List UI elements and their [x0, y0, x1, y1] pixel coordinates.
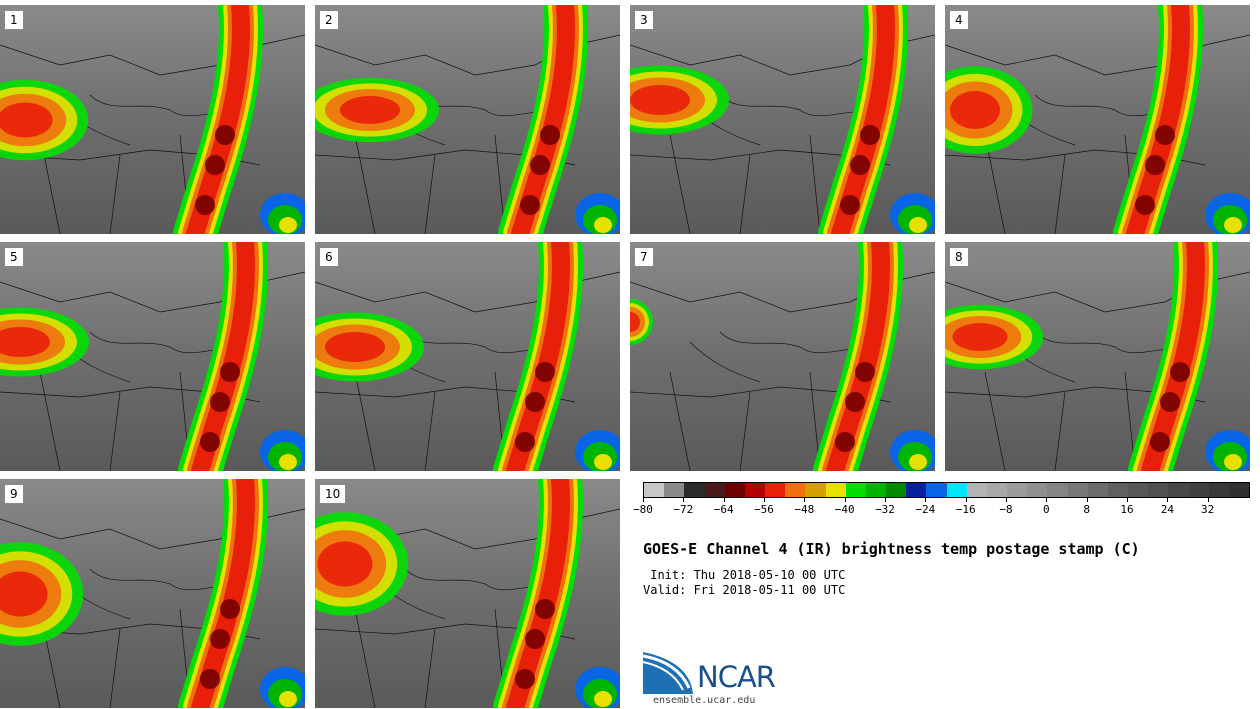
panel-member-4: 4 — [945, 5, 1250, 234]
colorbar-tick-label: −8 — [999, 503, 1013, 516]
colorbar-tick — [844, 497, 846, 502]
colorbar-segment — [1087, 483, 1108, 497]
colorbar-segment — [1027, 483, 1048, 497]
colorbar-tick — [925, 497, 927, 502]
colorbar-segment — [785, 483, 806, 497]
colorbar-tick — [1006, 497, 1007, 502]
colorbar-segment — [966, 483, 987, 497]
colorbar-segment — [886, 483, 907, 497]
colorbar-tick-label: −40 — [834, 503, 855, 516]
colorbar-tick — [1046, 497, 1048, 502]
panel-label: 1 — [4, 10, 24, 30]
colorbar-tick — [1086, 497, 1088, 502]
valid-time: Valid: Fri 2018-05-11 00 UTC — [643, 583, 846, 597]
panel-label: 9 — [4, 484, 24, 504]
colorbar-tick — [1167, 497, 1169, 502]
colorbar-segment — [684, 483, 705, 497]
ir-map-icon — [0, 479, 305, 708]
colorbar — [643, 482, 1250, 498]
colorbar-segment — [805, 483, 826, 497]
ir-map-icon — [0, 242, 305, 471]
colorbar-segment — [926, 483, 947, 497]
ir-map-icon — [315, 242, 620, 471]
colorbar-segment — [1067, 483, 1088, 497]
source-url: ensemble.ucar.edu — [653, 695, 756, 706]
colorbar-segment — [1007, 483, 1028, 497]
panel-label: 8 — [949, 247, 969, 267]
panel-label: 6 — [319, 247, 339, 267]
ncar-logo-icon — [643, 652, 693, 694]
ir-map-icon — [315, 479, 620, 708]
panel-member-5: 5 — [0, 242, 305, 471]
ir-map-icon — [630, 5, 935, 234]
colorbar-tick-label: −16 — [955, 503, 976, 516]
panel-label: 3 — [634, 10, 654, 30]
panel-label: 10 — [319, 484, 347, 504]
colorbar-tick-label: −72 — [673, 503, 694, 516]
colorbar-tick — [764, 497, 765, 502]
colorbar-tick-label: 32 — [1201, 503, 1215, 516]
panel-member-8: 8 — [945, 242, 1250, 471]
colorbar-segment — [1107, 483, 1129, 497]
panel-member-6: 6 — [315, 242, 620, 471]
colorbar-segment — [704, 483, 725, 497]
colorbar-tick-label: −24 — [915, 503, 936, 516]
colorbar-tick-label: −80 — [633, 503, 653, 516]
panel-label: 7 — [634, 247, 654, 267]
colorbar-ticks: −80 −72 −64 −56 −48 −40 −32 −24 −16 −8 0 8 16 24 32 — [633, 497, 1248, 517]
colorbar-segment — [1128, 483, 1149, 497]
panel-label: 5 — [4, 247, 24, 267]
colorbar-tick — [683, 497, 685, 502]
colorbar-tick — [804, 497, 806, 502]
colorbar-segment — [1168, 483, 1189, 497]
colorbar-segment — [845, 483, 866, 497]
colorbar-tick-label: −56 — [754, 503, 774, 516]
logo-wordmark: NCAR — [697, 660, 776, 694]
colorbar-segment — [986, 483, 1008, 497]
colorbar-segment — [1208, 483, 1229, 497]
panel-member-7: 7 — [630, 242, 935, 471]
init-time: Init: Thu 2018-05-10 00 UTC — [643, 568, 846, 582]
ir-map-icon — [945, 242, 1250, 471]
colorbar-segment — [1047, 483, 1068, 497]
figure-title: GOES-E Channel 4 (IR) brightness temp po… — [643, 540, 1140, 558]
panel-member-2: 2 — [315, 5, 620, 234]
colorbar-tick — [1207, 497, 1209, 502]
colorbar-segment — [946, 483, 967, 497]
colorbar-segment — [1188, 483, 1209, 497]
panel-member-3: 3 — [630, 5, 935, 234]
colorbar-segment — [825, 483, 846, 497]
colorbar-tick — [965, 497, 967, 502]
colorbar-tick-label: −48 — [794, 503, 815, 516]
colorbar-tick — [885, 497, 886, 502]
colorbar-tick — [723, 497, 725, 502]
ir-map-icon — [315, 5, 620, 234]
colorbar-segment — [744, 483, 766, 497]
ir-map-icon — [945, 5, 1250, 234]
colorbar-segment — [724, 483, 745, 497]
panel-label: 4 — [949, 10, 969, 30]
colorbar-tick — [1127, 497, 1128, 502]
panel-member-9: 9 — [0, 479, 305, 708]
colorbar-segment — [765, 483, 786, 497]
colorbar-segment — [1148, 483, 1169, 497]
colorbar-tick — [643, 497, 644, 502]
colorbar-tick-label: 0 — [1043, 503, 1050, 516]
colorbar-tick-label: −32 — [875, 503, 895, 516]
ir-map-icon — [630, 242, 935, 471]
ir-map-icon — [0, 5, 305, 234]
colorbar-tick-label: −64 — [713, 503, 734, 516]
panel-label: 2 — [319, 10, 339, 30]
colorbar-tick-label: 16 — [1120, 503, 1134, 516]
colorbar-segment — [664, 483, 685, 497]
colorbar-segment — [644, 483, 665, 497]
colorbar-segment — [1228, 483, 1250, 497]
panel-member-10: 10 — [315, 479, 620, 708]
colorbar-segment — [865, 483, 887, 497]
colorbar-tick-label: 24 — [1160, 503, 1174, 516]
colorbar-tick-label: 8 — [1083, 503, 1090, 516]
panel-member-1: 1 — [0, 5, 305, 234]
colorbar-segment — [906, 483, 927, 497]
